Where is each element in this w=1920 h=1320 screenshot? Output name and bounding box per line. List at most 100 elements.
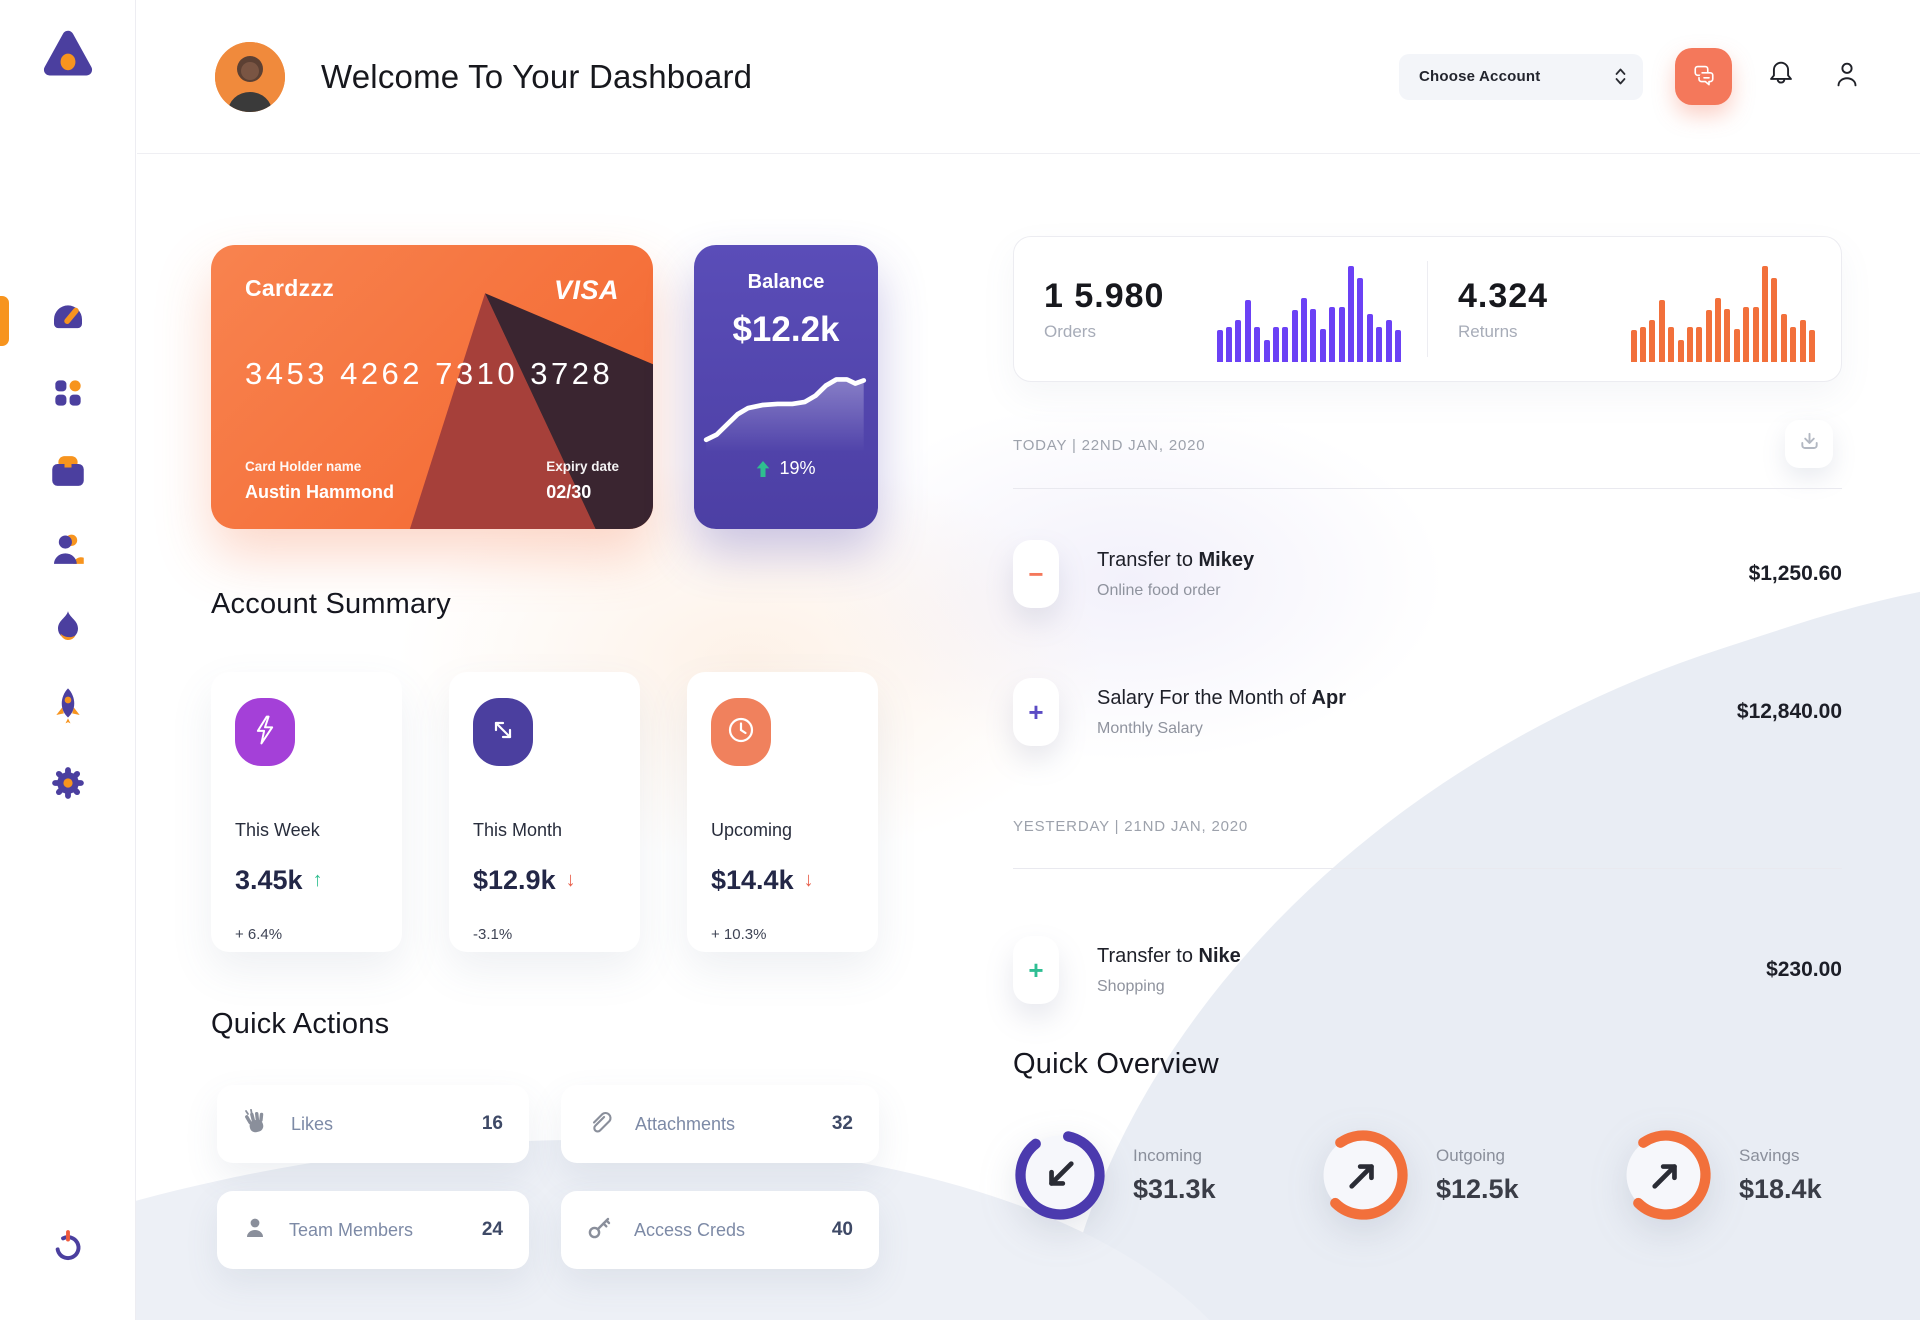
balance-sparkline-chart bbox=[703, 377, 867, 452]
transaction-title-bold: Nike bbox=[1198, 944, 1241, 967]
summary-card-this-week: This Week 3.45k ↑ + 6.4% bbox=[211, 672, 402, 952]
credit-card: Cardzzz VISA 3453 4262 7310 3728 Card Ho… bbox=[211, 245, 653, 529]
flame-icon bbox=[48, 607, 88, 652]
person-icon bbox=[243, 1216, 267, 1245]
transaction-subtitle: Monthly Salary bbox=[1097, 719, 1203, 737]
quick-action-attachments[interactable]: Attachments 32 bbox=[561, 1085, 879, 1163]
user-avatar[interactable] bbox=[215, 41, 285, 112]
overview-incoming: Incoming $31.3k bbox=[1013, 1128, 1316, 1222]
summary-delta: + 10.3% bbox=[711, 926, 767, 943]
trend-down-icon: ↓ bbox=[565, 869, 576, 891]
divider bbox=[1013, 868, 1842, 869]
summary-card-this-month: This Month $12.9k ↓ -3.1% bbox=[449, 672, 640, 952]
paperclip-icon bbox=[587, 1109, 613, 1140]
returns-value: 4.324 bbox=[1458, 276, 1549, 315]
overview-label: Savings bbox=[1739, 1145, 1800, 1165]
summary-label: This Week bbox=[235, 820, 320, 840]
card-expiry-label: Expiry date bbox=[546, 459, 619, 474]
summary-value: 3.45k bbox=[235, 865, 303, 895]
balance-label: Balance bbox=[747, 271, 825, 293]
choose-account-select[interactable]: Choose Account bbox=[1399, 53, 1643, 100]
card-name: Cardzzz bbox=[245, 275, 335, 301]
transaction-subtitle: Shopping bbox=[1097, 977, 1165, 995]
trend-down-icon: ↓ bbox=[803, 869, 814, 891]
balance-change-value: 19% bbox=[779, 458, 816, 478]
choose-account-label: Choose Account bbox=[1419, 68, 1541, 85]
minus-icon: − bbox=[1013, 540, 1059, 608]
triangle-logo bbox=[40, 26, 96, 87]
orders-returns-card: 1 5.980 Orders 4.324 Returns bbox=[1013, 236, 1842, 382]
logout-power-button[interactable] bbox=[47, 1223, 89, 1272]
transaction-row-nike[interactable]: + Transfer to Nike Shopping $230.00 bbox=[1013, 936, 1842, 1004]
profile-button[interactable] bbox=[1830, 57, 1864, 96]
incoming-donut-chart bbox=[1013, 1128, 1107, 1222]
activity-date-today: TODAY | 22ND JAN, 2020 bbox=[1013, 437, 1206, 454]
notifications-button[interactable] bbox=[1764, 57, 1798, 96]
sidebar-item-portfolio[interactable] bbox=[45, 450, 91, 496]
account-summary-cards: This Week 3.45k ↑ + 6.4% bbox=[211, 672, 878, 952]
messages-button[interactable] bbox=[1675, 48, 1732, 105]
visa-logo: VISA bbox=[553, 275, 619, 305]
card-expiry-value: 02/30 bbox=[546, 482, 592, 502]
overview-value: $31.3k bbox=[1133, 1173, 1216, 1204]
returns-label: Returns bbox=[1458, 321, 1518, 341]
activity-date-yesterday: YESTERDAY | 21ND JAN, 2020 bbox=[1013, 818, 1249, 835]
returns-stat: 4.324 Returns bbox=[1428, 237, 1841, 381]
arrow-up-icon bbox=[756, 460, 770, 477]
overview-outgoing: Outgoing $12.5k bbox=[1316, 1128, 1619, 1222]
overview-value: $18.4k bbox=[1739, 1173, 1822, 1204]
orders-label: Orders bbox=[1044, 321, 1096, 341]
arrow-up-right-icon bbox=[1349, 1164, 1374, 1189]
account-summary-heading: Account Summary bbox=[211, 588, 451, 620]
orders-stat: 1 5.980 Orders bbox=[1014, 237, 1427, 381]
sidebar-item-settings[interactable] bbox=[45, 762, 91, 808]
quick-actions-heading: Quick Actions bbox=[211, 1008, 390, 1040]
transaction-title-bold: Apr bbox=[1311, 686, 1346, 709]
quick-overview-heading: Quick Overview bbox=[1013, 1048, 1219, 1080]
apps-grid-icon bbox=[49, 374, 87, 417]
rocket-icon bbox=[48, 685, 88, 730]
quick-action-label: Attachments bbox=[635, 1113, 736, 1134]
quick-action-team-members[interactable]: Team Members 24 bbox=[217, 1191, 529, 1269]
sidebar-item-activity[interactable] bbox=[45, 606, 91, 652]
sidebar-nav bbox=[0, 294, 135, 808]
chevron-up-down-icon bbox=[1614, 67, 1627, 86]
summary-value: $14.4k bbox=[711, 865, 794, 895]
sidebar-item-dashboard[interactable] bbox=[45, 294, 91, 340]
summary-card-upcoming: Upcoming $14.4k ↓ + 10.3% bbox=[687, 672, 878, 952]
header: Welcome To Your Dashboard Choose Account bbox=[137, 0, 1920, 154]
chat-bubbles-icon bbox=[1689, 59, 1719, 94]
sidebar-item-team[interactable] bbox=[45, 528, 91, 574]
transaction-row-mikey[interactable]: − Transfer to Mikey Online food order $1… bbox=[1013, 540, 1842, 608]
transaction-row-salary[interactable]: + Salary For the Month of Apr Monthly Sa… bbox=[1013, 678, 1842, 746]
sidebar bbox=[0, 0, 136, 1320]
balance-value: $12.2k bbox=[732, 310, 840, 349]
quick-action-likes[interactable]: Likes 16 bbox=[217, 1085, 529, 1163]
settings-gear-icon bbox=[48, 763, 88, 808]
quick-action-count: 24 bbox=[481, 1219, 503, 1240]
power-icon bbox=[47, 1230, 89, 1271]
key-icon bbox=[587, 1215, 612, 1245]
transaction-title: Transfer to bbox=[1097, 944, 1199, 967]
arrow-up-right-icon bbox=[1652, 1164, 1677, 1189]
clap-icon bbox=[243, 1108, 269, 1140]
briefcase-icon bbox=[47, 450, 89, 497]
quick-action-label: Access Creds bbox=[634, 1219, 746, 1240]
transaction-title: Salary For the Month of bbox=[1097, 686, 1312, 709]
plus-icon: + bbox=[1013, 678, 1059, 746]
download-button[interactable] bbox=[1785, 420, 1833, 468]
divider bbox=[1013, 488, 1842, 489]
returns-bar-chart bbox=[1630, 266, 1815, 362]
sidebar-item-apps[interactable] bbox=[45, 372, 91, 418]
balance-change: 19% bbox=[694, 458, 878, 479]
summary-label: Upcoming bbox=[711, 820, 793, 840]
sidebar-item-launch[interactable] bbox=[45, 684, 91, 730]
team-icon bbox=[47, 528, 89, 575]
quick-action-count: 16 bbox=[481, 1113, 503, 1134]
overview-label: Outgoing bbox=[1436, 1145, 1505, 1165]
quick-action-access-creds[interactable]: Access Creds 40 bbox=[561, 1191, 879, 1269]
card-holder-label: Card Holder name bbox=[245, 459, 362, 474]
quick-action-count: 32 bbox=[831, 1113, 853, 1134]
